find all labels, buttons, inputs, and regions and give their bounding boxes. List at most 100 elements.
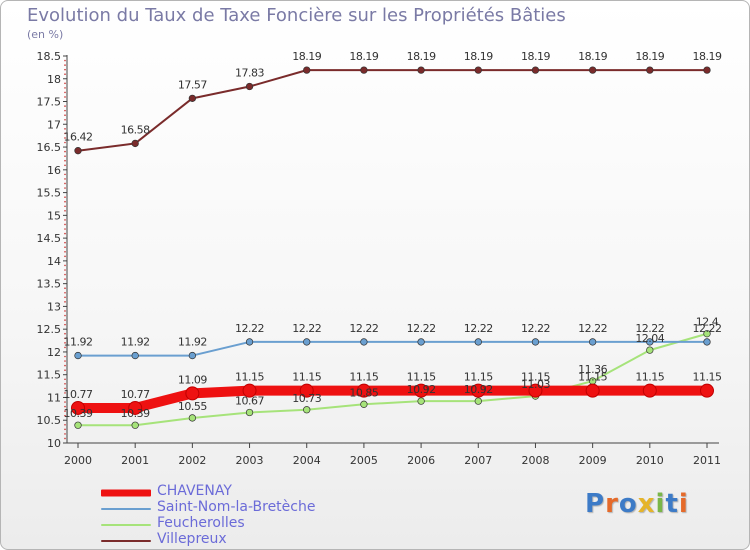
data-label: 10.39 [121,407,150,420]
series-line-1 [77,340,708,357]
data-point [417,338,425,346]
y-tick-label: 18.5 [37,50,62,63]
y-minor-tick [64,96,66,98]
x-tick-label: 2009 [579,454,607,467]
y-minor-tick [64,246,66,249]
data-point [474,338,482,346]
data-label: 12.4 [696,316,719,329]
y-minor-tick [64,128,66,130]
y-tick-label: 10 [47,437,61,450]
y-minor-tick [64,82,66,85]
data-point [417,397,425,405]
logo-letter: x [637,489,656,519]
data-point [188,414,197,422]
data-label: 17.57 [178,78,207,91]
y-tick-label: 11 [47,391,61,404]
data-point [303,406,311,414]
data-label: 12.22 [235,322,264,335]
y-minor-tick [64,287,66,290]
y-minor-tick [64,114,66,116]
data-point [360,338,368,346]
y-minor-tick [64,269,66,271]
data-point [585,383,600,398]
y-minor-tick [64,164,66,167]
y-minor-tick [64,414,66,417]
data-label: 11.09 [178,373,207,386]
data-point [74,421,82,429]
data-label: 11.92 [178,336,207,349]
data-label: 10.92 [407,383,436,396]
y-minor-tick [64,405,66,408]
y-tick-label: 14.5 [37,232,62,245]
y-tick-label: 12 [47,346,61,359]
y-tick-label: 13.5 [37,278,62,291]
data-label: 16.58 [121,123,150,136]
y-minor-tick [64,378,66,381]
data-label: 12.22 [349,322,378,335]
y-tick-label: 11.5 [37,369,62,382]
data-label: 18.19 [292,50,321,63]
data-point [528,383,543,398]
y-tick-label: 16.5 [37,141,62,154]
data-label: 11.36 [578,363,607,376]
data-label: 18.19 [693,50,722,63]
data-label: 12.22 [635,322,664,335]
y-minor-tick [64,155,66,157]
data-point [531,66,540,74]
data-point [642,383,657,398]
data-label: 12.04 [635,332,664,345]
data-label: 18.19 [635,50,664,63]
y-minor-tick [64,68,66,71]
data-label: 11.15 [292,371,321,384]
data-point [471,383,486,398]
data-point [703,66,711,74]
y-minor-tick [64,150,66,153]
data-point [188,94,197,102]
x-tick-label: 2011 [693,454,721,467]
y-minor-tick [64,64,66,66]
y-minor-tick [64,346,66,349]
logo-letter: t [665,489,679,519]
y-minor-tick [64,383,66,385]
y-minor-tick [64,364,66,367]
y-minor-tick [64,132,66,135]
y-minor-tick [64,141,66,144]
data-label: 11.92 [64,336,93,349]
y-minor-tick [64,196,66,198]
logo-letter: r [605,489,619,519]
data-point [245,408,254,417]
data-point [703,330,711,338]
y-minor-tick [64,332,66,335]
data-point [303,338,311,346]
data-label: 12.22 [521,322,550,335]
y-minor-tick [64,323,66,326]
data-point [417,66,425,74]
y-minor-tick [64,387,66,390]
series-line-3 [77,69,708,152]
x-tick-label: 2001 [121,454,149,467]
legend-label-saint-nom: Saint-Nom-la-Bretèche [157,499,316,515]
y-minor-tick [64,73,66,76]
y-minor-tick [64,200,66,203]
y-minor-tick [64,278,66,280]
y-tick-label: 14 [47,255,61,268]
data-label: 11.15 [235,371,264,384]
y-tick-label: 16 [47,164,61,177]
x-tick-label: 2010 [636,454,664,467]
data-point [360,400,368,408]
y-tick-label: 10.5 [37,414,62,427]
data-label: 12.22 [693,322,722,335]
logo-letter: i [655,489,666,519]
data-label: 10.39 [64,407,93,420]
data-point [356,383,371,398]
y-tick-label: 12.5 [37,323,62,336]
legend-label-chavenay: CHAVENAY [157,483,232,499]
y-minor-tick [64,296,66,299]
data-label: 18.19 [464,50,493,63]
data-point [185,386,200,401]
y-minor-tick [64,337,66,340]
data-point [71,400,85,415]
data-point [703,338,711,346]
y-tick-label: 13 [47,300,61,313]
